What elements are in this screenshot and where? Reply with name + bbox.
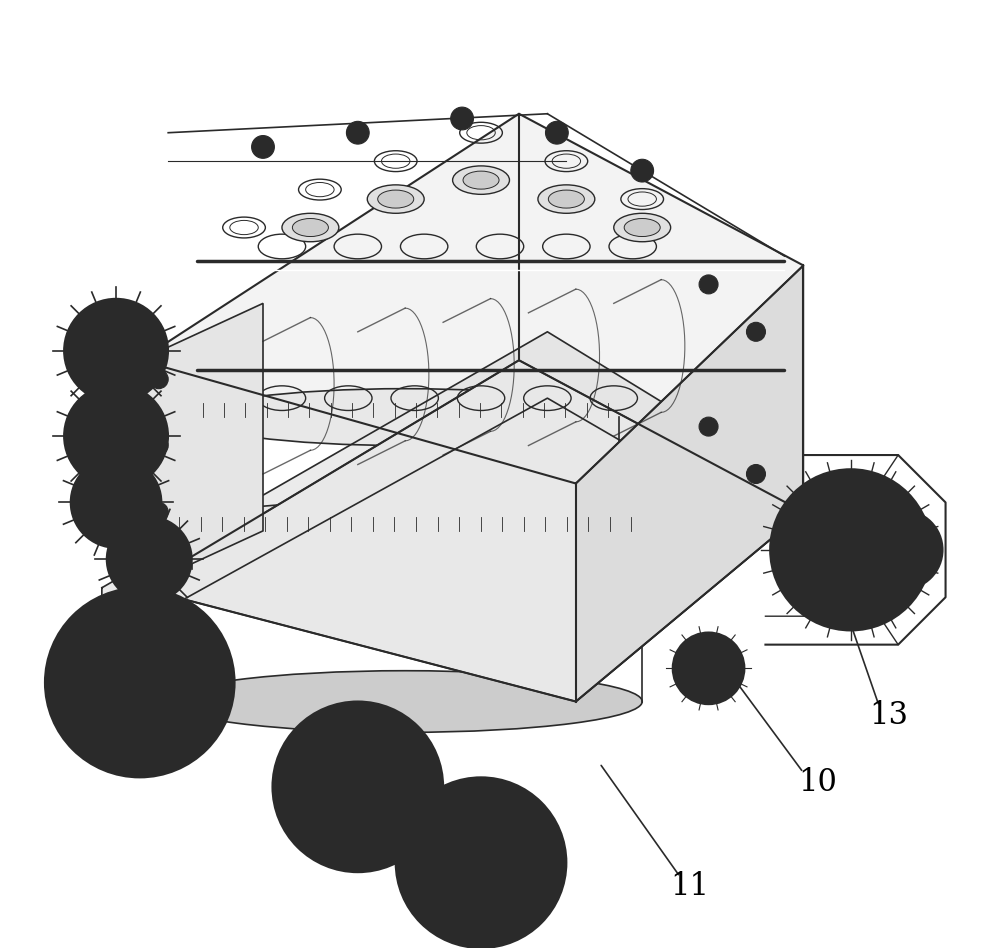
Ellipse shape: [292, 219, 328, 237]
Ellipse shape: [624, 219, 660, 237]
Polygon shape: [576, 265, 803, 702]
Circle shape: [64, 299, 168, 403]
Circle shape: [673, 632, 745, 704]
Circle shape: [149, 370, 168, 389]
Circle shape: [352, 127, 363, 138]
Circle shape: [770, 469, 931, 630]
Circle shape: [107, 649, 173, 716]
Circle shape: [106, 426, 126, 447]
Circle shape: [149, 436, 168, 455]
Ellipse shape: [378, 190, 414, 208]
Circle shape: [346, 121, 369, 144]
Circle shape: [689, 648, 728, 688]
Circle shape: [332, 761, 383, 812]
Circle shape: [746, 465, 765, 483]
Circle shape: [149, 502, 168, 521]
Circle shape: [71, 457, 162, 548]
Circle shape: [107, 517, 192, 602]
Circle shape: [396, 777, 566, 948]
Circle shape: [455, 837, 507, 888]
Circle shape: [252, 136, 274, 158]
Text: 10: 10: [798, 767, 837, 797]
Circle shape: [882, 529, 924, 571]
Circle shape: [863, 510, 943, 590]
Circle shape: [802, 501, 899, 598]
Polygon shape: [102, 332, 841, 645]
Circle shape: [107, 493, 125, 512]
Circle shape: [426, 808, 536, 918]
Ellipse shape: [453, 166, 509, 194]
Circle shape: [126, 536, 173, 583]
Circle shape: [87, 322, 145, 379]
Circle shape: [73, 616, 206, 749]
Circle shape: [106, 340, 126, 361]
Circle shape: [141, 551, 158, 568]
Circle shape: [91, 478, 141, 527]
Polygon shape: [140, 114, 803, 483]
Text: 11: 11: [670, 871, 709, 902]
Circle shape: [699, 417, 718, 436]
Circle shape: [257, 141, 269, 153]
Circle shape: [699, 275, 718, 294]
Circle shape: [87, 408, 145, 465]
Circle shape: [302, 732, 413, 842]
Circle shape: [551, 127, 563, 138]
Circle shape: [546, 121, 568, 144]
Text: 13: 13: [869, 701, 908, 731]
Circle shape: [456, 113, 468, 124]
Circle shape: [64, 384, 168, 488]
Ellipse shape: [463, 172, 499, 190]
Circle shape: [45, 588, 235, 777]
Ellipse shape: [548, 190, 584, 208]
Polygon shape: [140, 303, 263, 588]
Ellipse shape: [168, 501, 642, 561]
Ellipse shape: [168, 671, 642, 732]
Polygon shape: [140, 360, 803, 702]
Circle shape: [746, 322, 765, 341]
Circle shape: [451, 107, 473, 130]
Ellipse shape: [192, 540, 618, 597]
Ellipse shape: [282, 213, 339, 242]
Ellipse shape: [192, 389, 618, 446]
Circle shape: [831, 530, 871, 570]
Ellipse shape: [614, 213, 671, 242]
Ellipse shape: [367, 185, 424, 213]
Circle shape: [631, 159, 654, 182]
Circle shape: [637, 165, 648, 176]
Ellipse shape: [538, 185, 595, 213]
Circle shape: [272, 702, 443, 872]
